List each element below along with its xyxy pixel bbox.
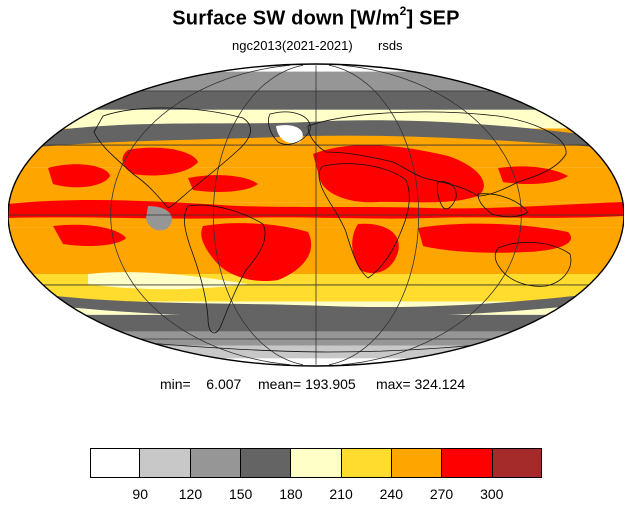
red-region-north-america <box>122 147 198 176</box>
colorbar-swatch <box>240 448 292 478</box>
colorbar-tick-label: 90 <box>132 486 148 502</box>
yellow-region-south <box>268 282 508 295</box>
colorbar-tick-label: 300 <box>480 486 504 502</box>
coastline-southeast-asia <box>477 193 529 218</box>
colorbar-tick-label: 240 <box>379 486 403 502</box>
meridian-line <box>328 64 420 366</box>
colorbar-tick-label: 270 <box>429 486 454 502</box>
red-region-north-africa <box>313 145 484 203</box>
white-region-greenland <box>276 125 303 144</box>
colorbar-tick-label: 180 <box>279 486 303 502</box>
cloud-band-north <box>28 120 608 148</box>
colorbar-swatch <box>190 448 241 478</box>
stat-mean: mean= 193.905 <box>258 376 356 392</box>
colorbar-swatch <box>391 448 443 478</box>
plot-title-suffix: ] SEP <box>406 7 460 30</box>
plot-title: Surface SW down [W/m2] SEP <box>0 4 632 31</box>
colorbar-tick-label: 150 <box>228 486 253 502</box>
colorbar-tick-label: 210 <box>329 486 353 502</box>
colorbar <box>90 448 542 478</box>
stat-max-label: max= <box>376 376 411 392</box>
world-map <box>7 56 625 374</box>
red-region-brazil <box>201 223 312 282</box>
cloud-band-south <box>38 292 608 318</box>
subtitle-right: rsds <box>378 38 403 53</box>
colorbar-swatch <box>90 448 141 478</box>
stat-mean-label: mean= <box>258 376 302 392</box>
plot-title-main: Surface SW down [W/m <box>172 7 400 30</box>
stat-min-value: 6.007 <box>206 376 242 392</box>
grey-region-andes <box>146 206 172 231</box>
coastline-africa <box>318 163 410 279</box>
colorbar-swatch <box>140 448 191 478</box>
red-region-south-pacific <box>53 224 126 246</box>
coastline-greenland <box>268 111 311 145</box>
coastline-australia <box>494 242 572 287</box>
coastlines <box>87 107 572 353</box>
plot-title-superscript: 2 <box>399 4 407 18</box>
stat-max: max= 324.124 <box>376 376 465 392</box>
meridian-line <box>110 64 291 366</box>
coastline-europe-asia <box>307 111 567 197</box>
colorbar-swatch <box>442 448 493 478</box>
colorbar-swatch <box>341 448 392 478</box>
stat-min-label: min= <box>160 376 191 392</box>
stat-min: min= 6.007 <box>160 376 241 392</box>
coastline-south-america <box>184 204 266 334</box>
map-svg <box>7 63 625 367</box>
colorbar-tick-label: 120 <box>178 486 203 502</box>
stat-max-value: 324.124 <box>414 376 466 392</box>
colorbar-swatch <box>291 448 342 478</box>
stat-mean-value: 193.905 <box>305 376 356 392</box>
red-region-north-atlantic <box>188 175 258 192</box>
red-region-north-pacific <box>48 164 110 188</box>
meridian-line <box>212 64 304 366</box>
red-region-indian-pacific <box>418 223 572 253</box>
subtitle-left: ngc2013(2021-2021) <box>232 38 353 53</box>
red-region-southern-africa <box>352 223 399 274</box>
coastline-north-america <box>93 107 251 209</box>
coastline-india <box>436 181 457 210</box>
colorbar-swatch <box>492 448 542 478</box>
